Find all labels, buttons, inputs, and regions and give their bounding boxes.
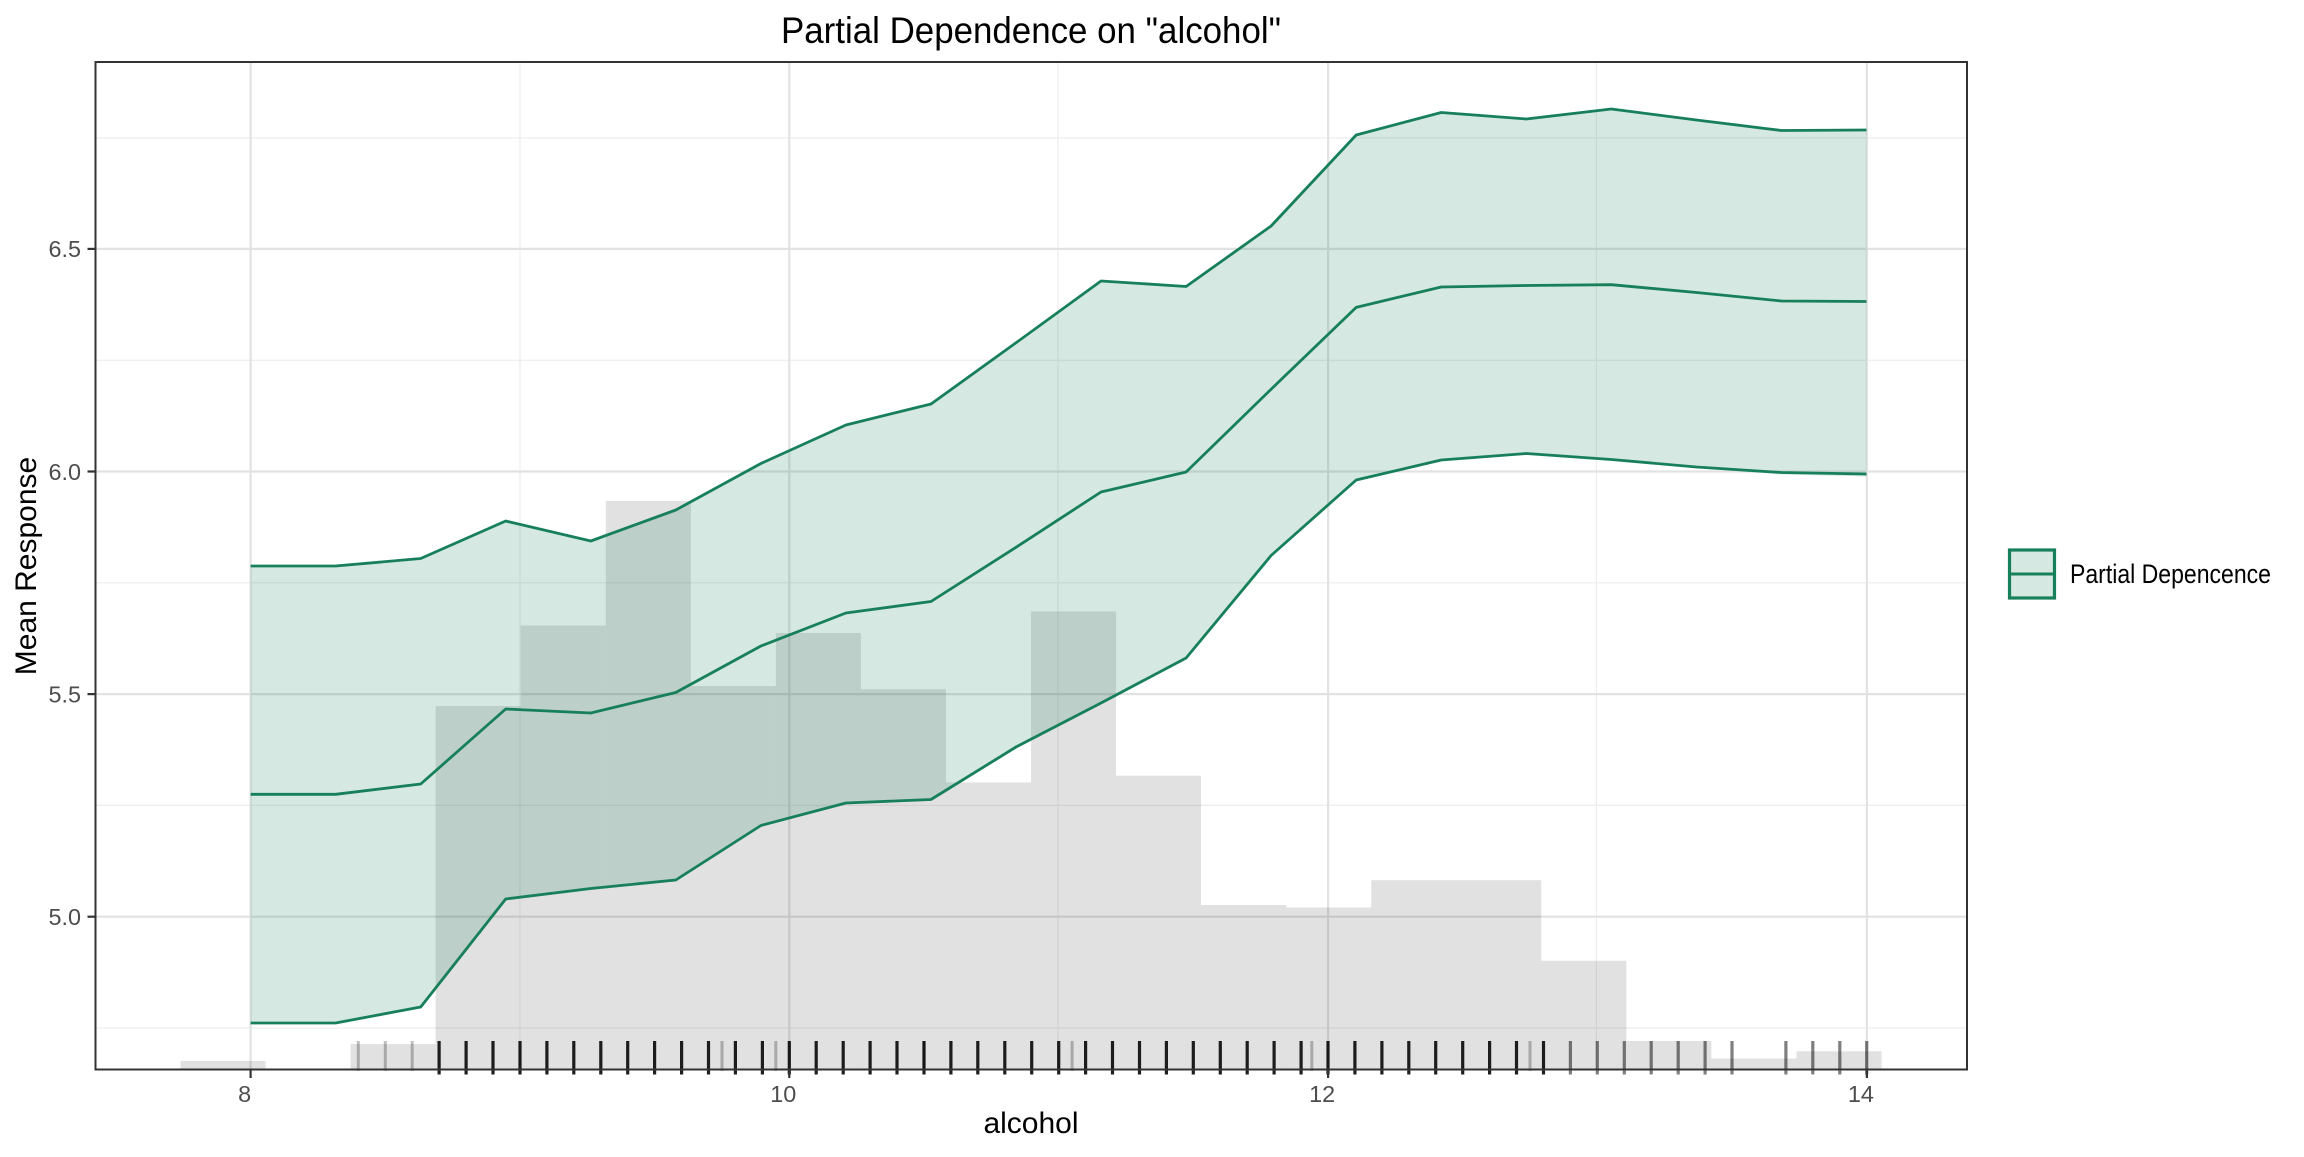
svg-text:5.5: 5.5 <box>48 681 81 707</box>
svg-text:5.0: 5.0 <box>48 904 81 930</box>
svg-text:Mean Response: Mean Response <box>10 457 43 675</box>
svg-text:alcohol: alcohol <box>983 1107 1078 1140</box>
svg-text:8: 8 <box>238 1081 251 1107</box>
svg-text:Partial Dependence on "alcohol: Partial Dependence on "alcohol" <box>781 9 1281 51</box>
svg-text:6.5: 6.5 <box>48 236 81 262</box>
svg-text:14: 14 <box>1848 1081 1874 1107</box>
svg-text:12: 12 <box>1309 1081 1335 1107</box>
svg-text:10: 10 <box>770 1081 796 1107</box>
svg-text:6.0: 6.0 <box>48 459 81 485</box>
svg-text:Partial Depencence: Partial Depencence <box>2070 559 2271 589</box>
